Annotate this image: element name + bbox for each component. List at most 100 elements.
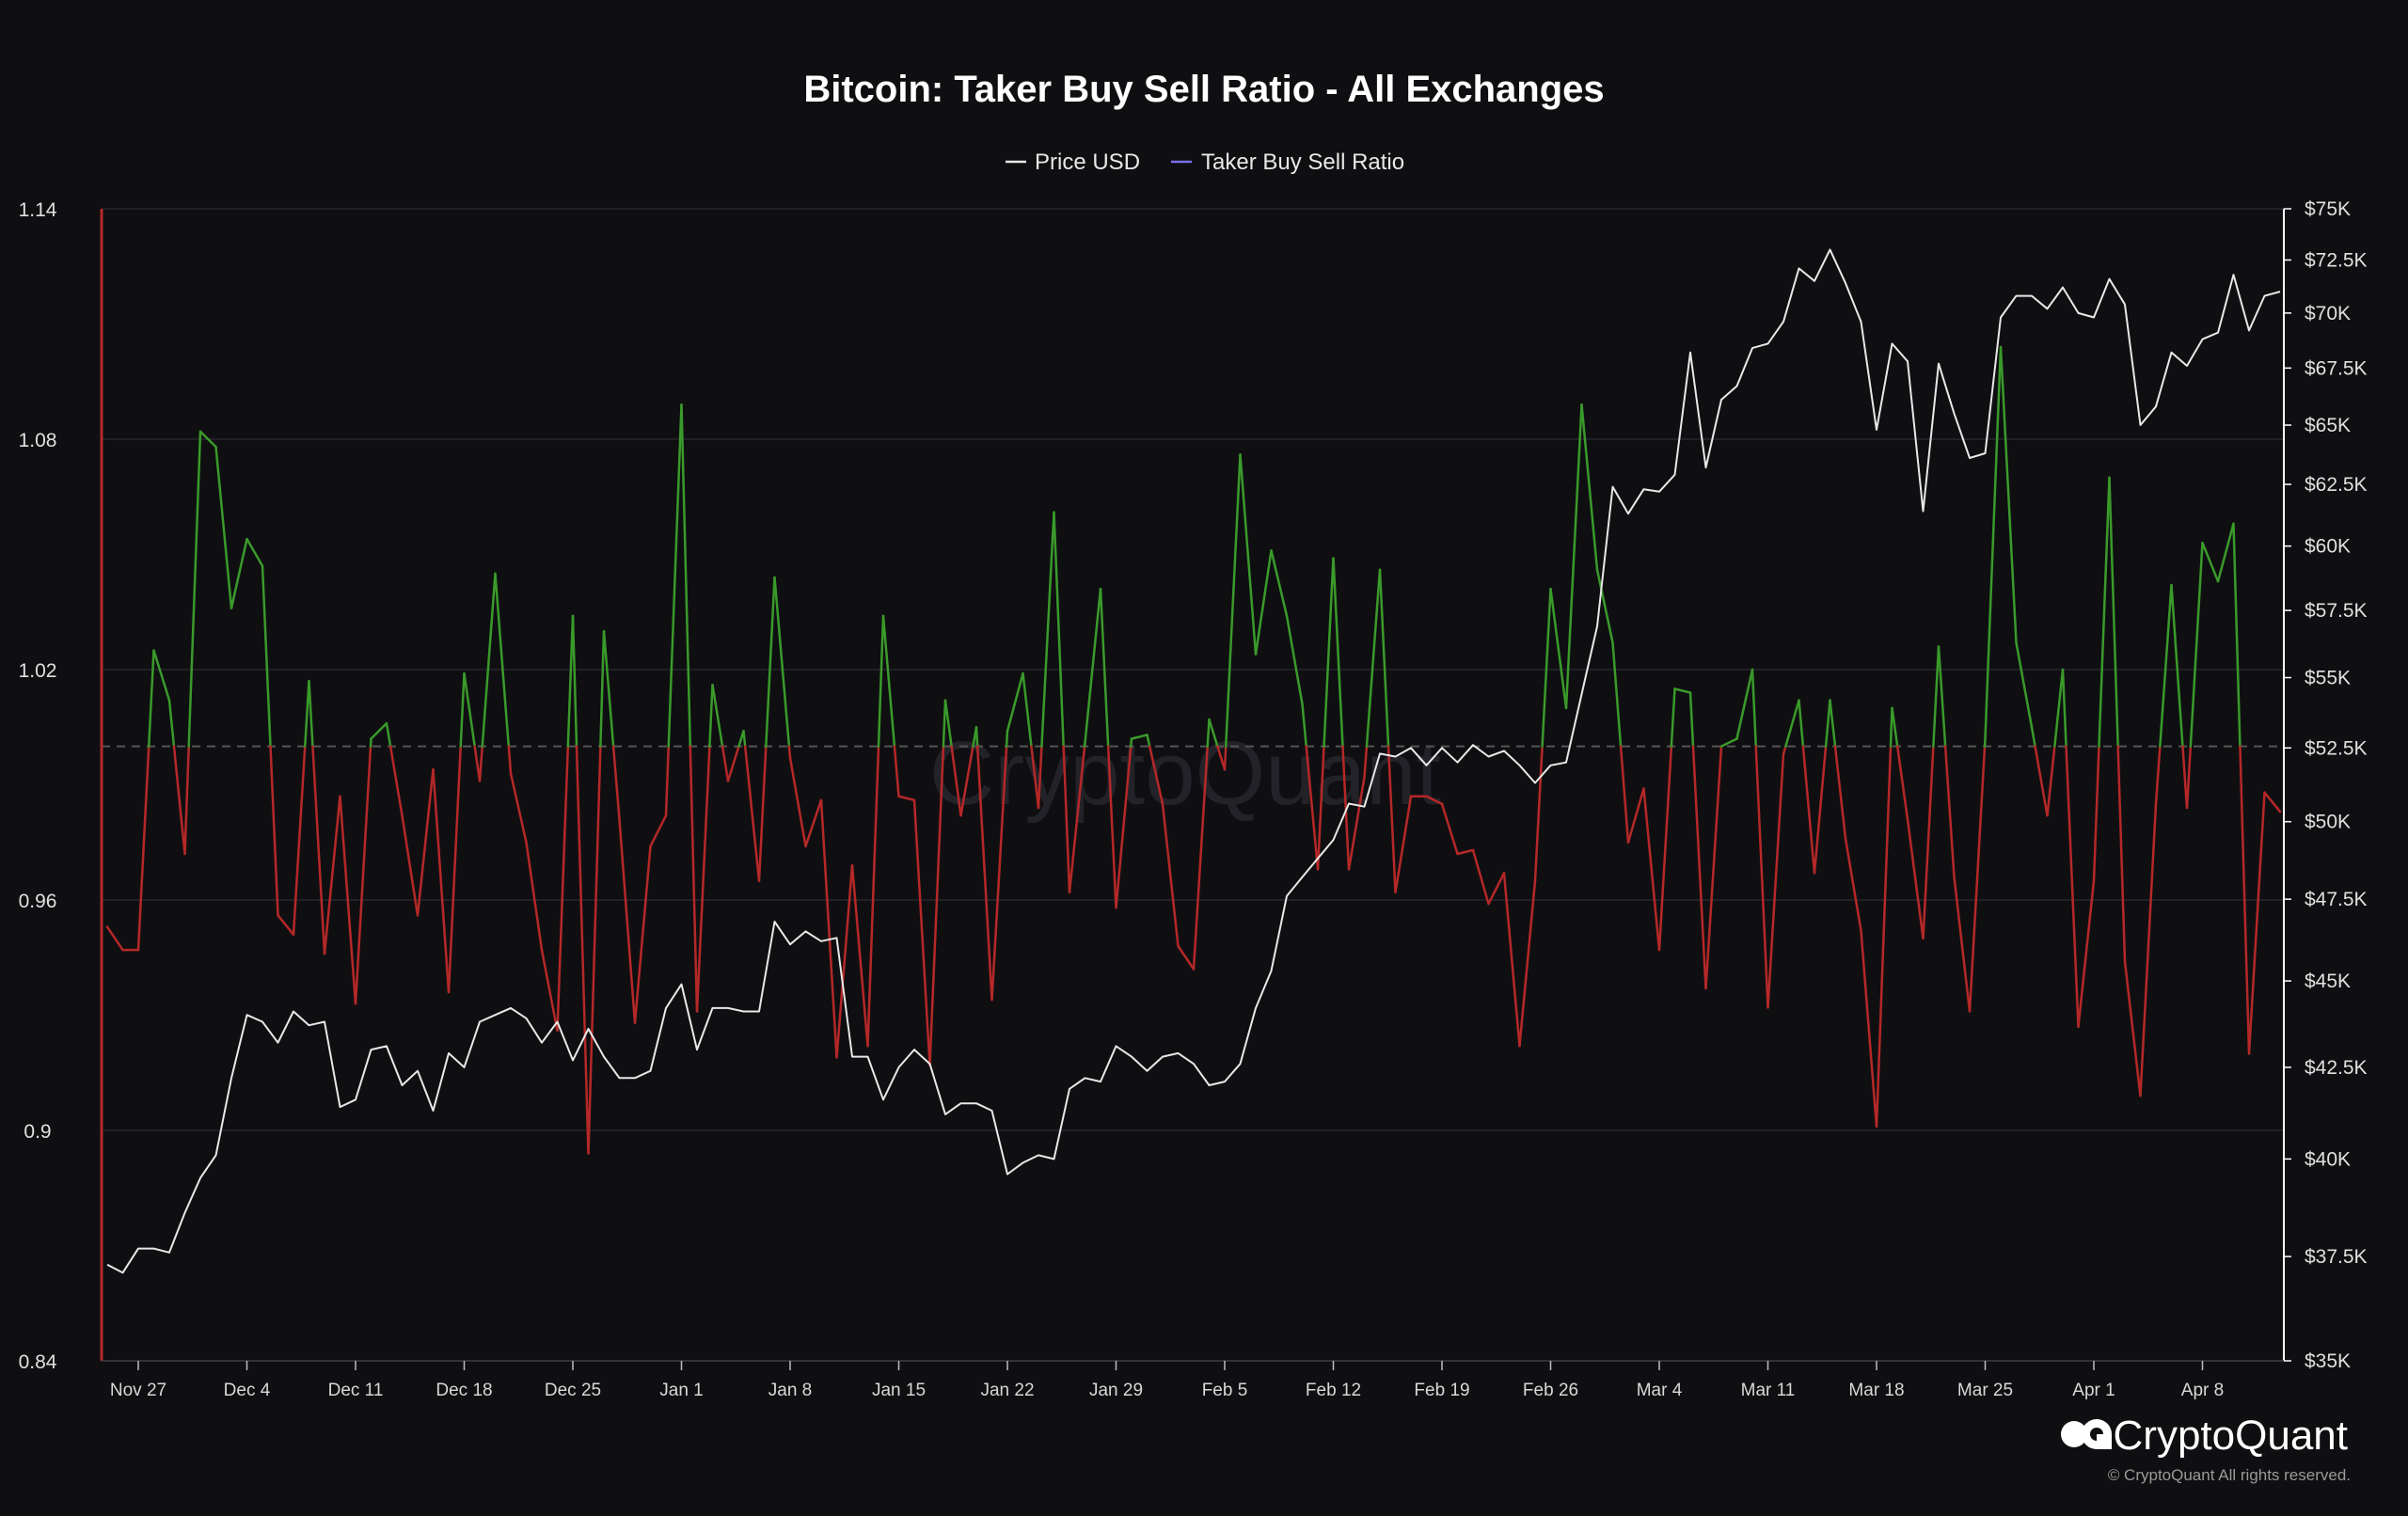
legend-ratio-label[interactable]: Taker Buy Sell Ratio <box>1201 150 1404 175</box>
ratio-segment <box>507 745 513 775</box>
ratio-segment <box>416 767 435 917</box>
ratio-segment <box>1341 745 1351 871</box>
ratio-segment <box>1798 699 1805 748</box>
ratio-segment <box>726 745 740 782</box>
ratio-segment <box>2108 476 2119 748</box>
x-tick-label: Feb 19 <box>1414 1381 1469 1400</box>
x-tick-label: Apr 8 <box>2181 1381 2224 1400</box>
ratio-segment <box>566 614 575 748</box>
ratio-segment <box>1784 699 1800 748</box>
ratio-segment <box>1239 453 1258 655</box>
ratio-segment <box>1216 745 1227 771</box>
price-line <box>106 248 2281 1274</box>
ratio-segment <box>787 745 792 760</box>
y-right-tick-label: $67.5K <box>2305 357 2368 379</box>
ratio-segment <box>1719 737 1738 748</box>
ratio-segment <box>1301 703 1307 748</box>
ratio-segment <box>152 649 171 702</box>
y-right-tick-label: $65K <box>2305 415 2351 436</box>
ratio-segment <box>525 841 544 952</box>
ratio-segment <box>1006 671 1024 733</box>
x-tick-label: Apr 1 <box>2072 1381 2115 1400</box>
x-tick-label: Dec 4 <box>224 1381 271 1400</box>
y-right-tick-label: $72.5K <box>2305 249 2368 271</box>
ratio-segment <box>1564 403 1583 710</box>
legend-price-label[interactable]: Price USD <box>1035 150 1140 175</box>
ratio-segment <box>1053 511 1065 748</box>
ratio-segment <box>2181 745 2189 810</box>
y-left-tick-label: 1.14 <box>19 199 57 221</box>
y-left-tick-label: 0.96 <box>19 891 57 912</box>
x-tick-label: Nov 27 <box>110 1381 166 1400</box>
ratio-segment <box>1595 568 1614 644</box>
ratio-segment <box>1130 737 1133 748</box>
ratio-segment <box>2077 879 2096 1028</box>
ratio-segment <box>187 430 202 748</box>
ratio-segment <box>1394 795 1413 894</box>
ratio-segment <box>1030 745 1040 810</box>
ratio-segment <box>1386 745 1397 894</box>
brand-name: CryptoQuant <box>2114 1413 2348 1459</box>
y-right-tick-label: $50K <box>2305 812 2351 833</box>
ratio-segment <box>1440 802 1459 856</box>
ratio-segment <box>1968 745 1987 1013</box>
ratio-segment <box>1363 745 1369 779</box>
ratio-segment <box>1084 588 1102 744</box>
ratio-segment <box>618 818 637 1024</box>
ratio-segment <box>2139 802 2158 1098</box>
ratio-segment <box>323 795 341 955</box>
ratio-segment <box>1347 776 1366 871</box>
ratio-segment <box>401 813 420 917</box>
ratio-segment <box>1177 944 1196 971</box>
ratio-segment <box>575 745 590 1155</box>
ratio-segment <box>877 614 885 748</box>
ratio-segment <box>1833 745 1847 840</box>
ratio-segment <box>540 948 559 1033</box>
ratio-segment <box>1149 745 1164 806</box>
y-right-tick-label: $57.5K <box>2305 600 2368 622</box>
y-axis-left: 0.84 0.9 0.96 1.02 1.08 1.14 <box>19 199 57 1373</box>
y-axis-right: $35K $37.5K $40K $42.5K $45K $47.5K $50K $52.5K… <box>2284 198 2368 1372</box>
ratio-segment <box>1022 671 1033 748</box>
ratio-segment <box>308 680 314 748</box>
x-tick-label: Mar 11 <box>1741 1381 1796 1400</box>
ratio-segment <box>1040 511 1055 748</box>
ratio-segment <box>1223 745 1228 771</box>
ratio-segment <box>2154 745 2162 806</box>
ratio-segment <box>2159 583 2173 748</box>
y-left-tick-label: 0.84 <box>19 1351 57 1373</box>
ratio-segment <box>2201 542 2220 583</box>
ratio-segment <box>556 745 570 1033</box>
ratio-segment <box>230 537 248 609</box>
ratio-segment <box>835 864 854 1059</box>
x-tick-label: Jan 29 <box>1089 1381 1143 1400</box>
ratio-segment <box>1254 549 1273 655</box>
ratio-segment <box>2116 745 2127 963</box>
ratio-segment <box>2092 745 2100 882</box>
ratio-segment <box>1619 745 1630 844</box>
ratio-segment <box>1115 745 1133 909</box>
y-right-tick-label: $35K <box>2305 1350 2351 1372</box>
ratio-segment <box>2098 476 2111 748</box>
ratio-segment <box>599 629 606 748</box>
ratio-segment <box>1323 557 1335 748</box>
ratio-segment <box>975 745 993 1002</box>
ratio-segment <box>897 795 916 802</box>
ratio-segment <box>2123 960 2142 1098</box>
ratio-segment <box>943 699 953 748</box>
y-right-tick-label: $37.5K <box>2305 1246 2368 1268</box>
ratio-segment <box>773 576 791 748</box>
ratio-segment <box>2247 791 2266 1055</box>
ratio-segment <box>2034 745 2049 817</box>
y-right-tick-label: $60K <box>2305 536 2351 558</box>
ratio-segment <box>721 745 730 782</box>
ratio-segment <box>1906 818 1925 940</box>
ratio-segment <box>481 572 497 748</box>
y-right-tick-label: $40K <box>2305 1148 2351 1170</box>
ratio-segment <box>611 745 621 821</box>
ratio-segment <box>928 745 945 1066</box>
ratio-segment <box>742 730 747 748</box>
cryptoquant-logo-icon <box>2061 1419 2112 1449</box>
ratio-segment <box>105 925 124 952</box>
ratio-segment <box>1192 745 1209 971</box>
